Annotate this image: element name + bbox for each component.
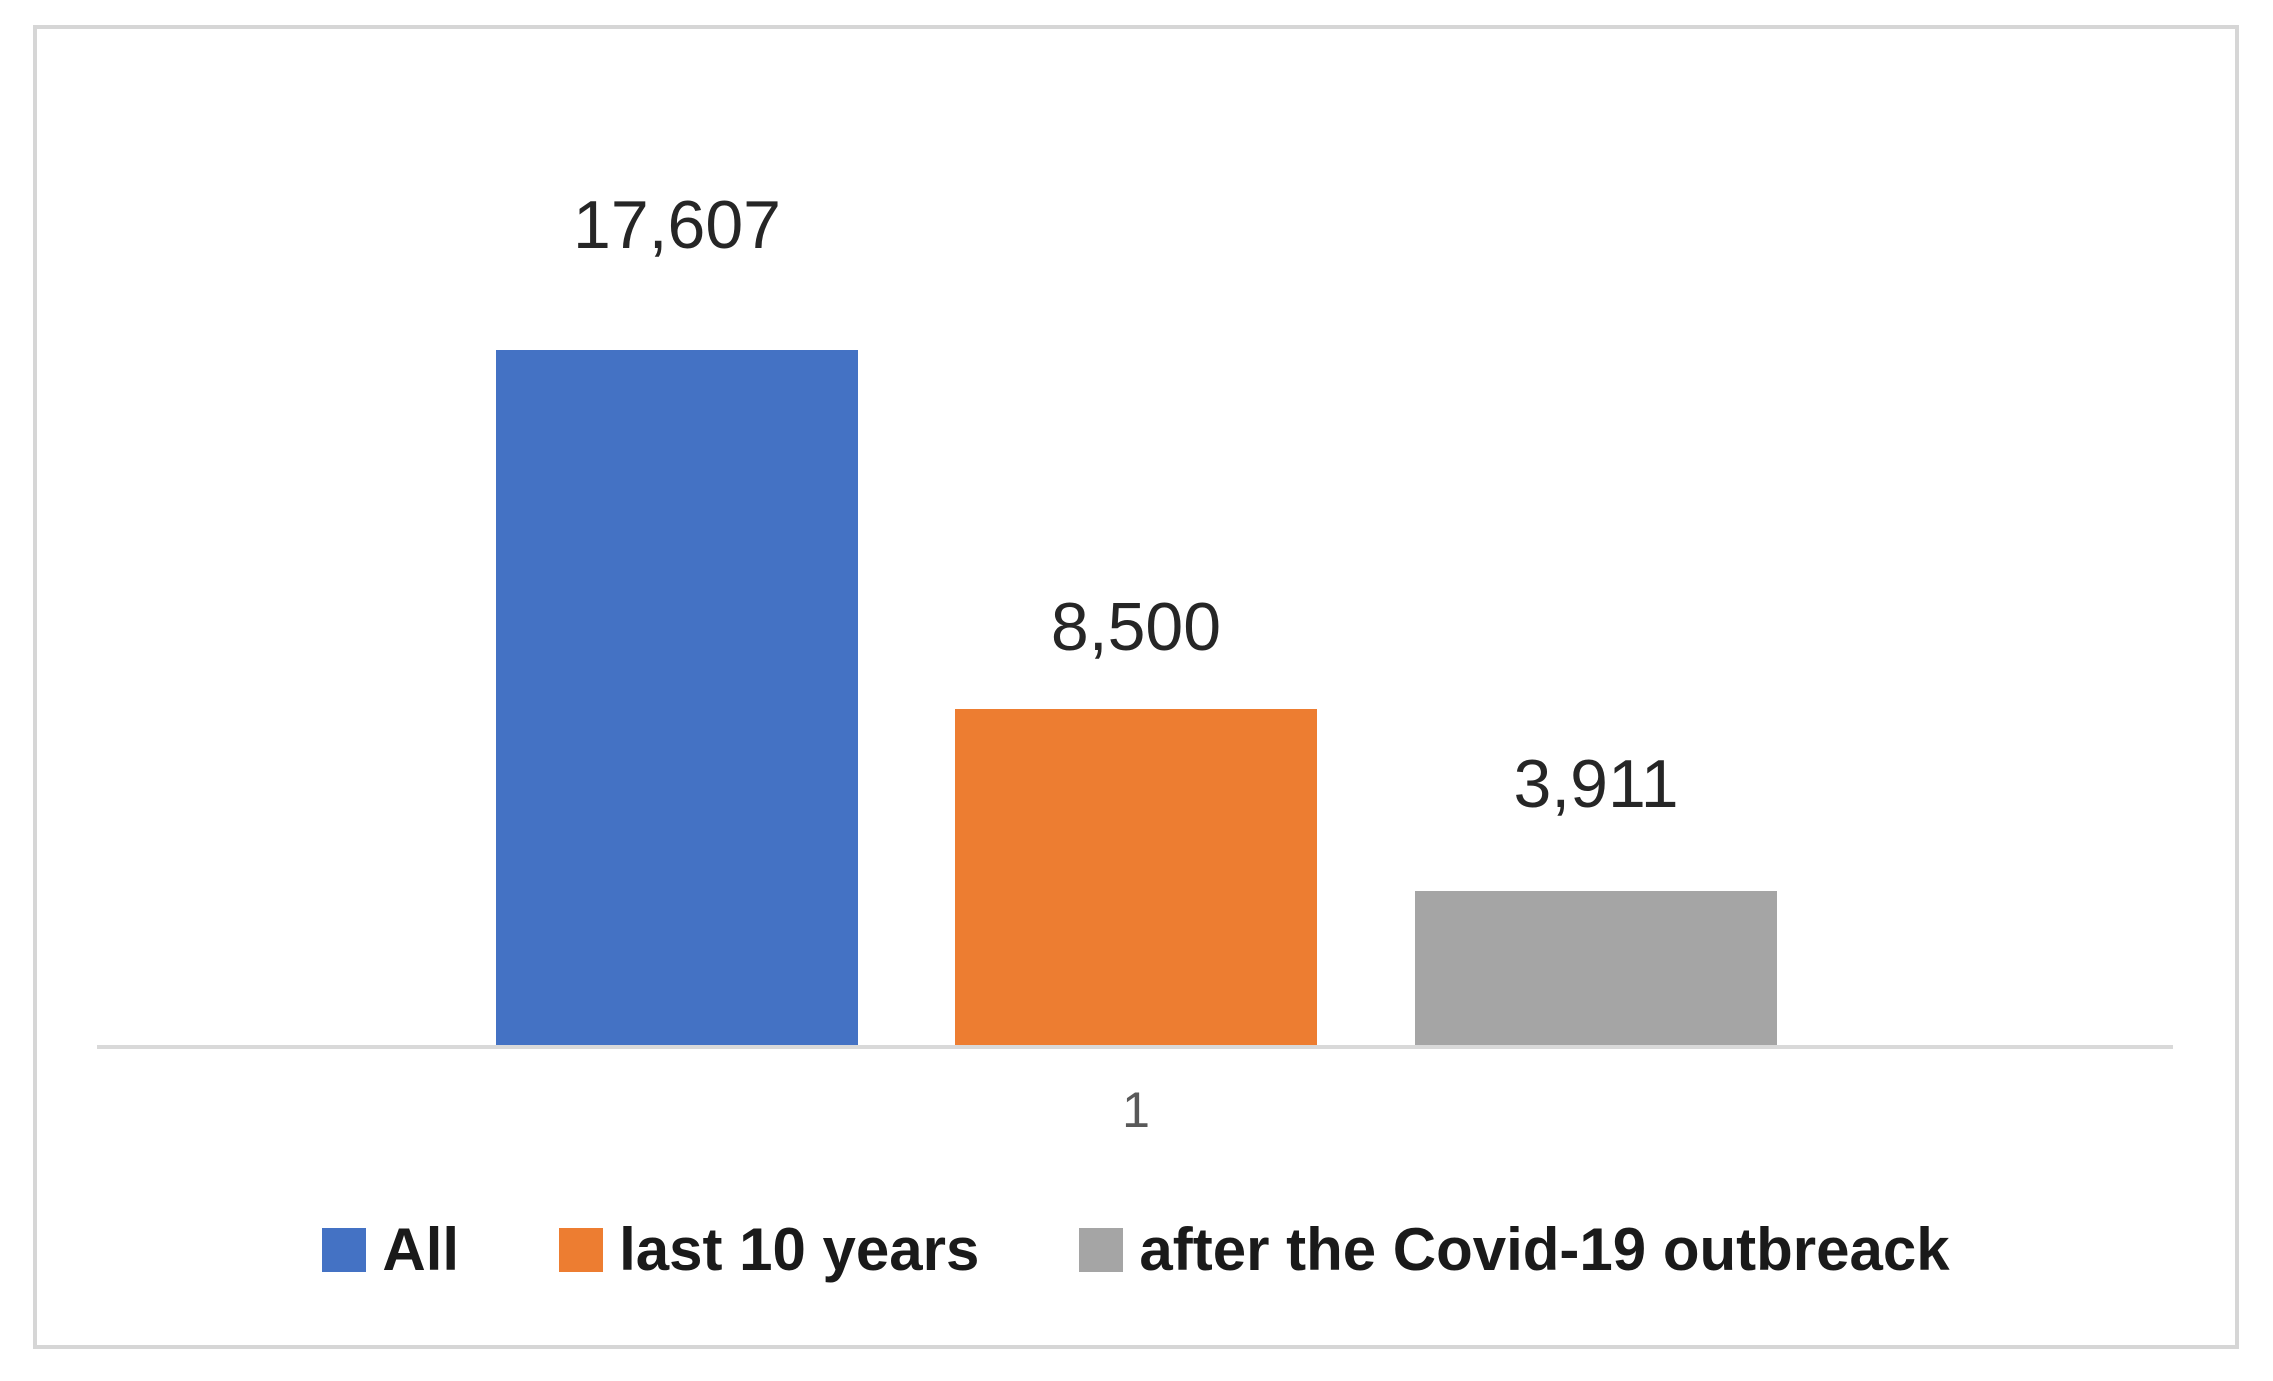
legend-marker-icon xyxy=(322,1227,367,1272)
legend: All last 10 years after the Covid-19 outbr… xyxy=(37,1215,2235,1284)
x-axis-line xyxy=(97,1045,2173,1049)
bar-last-10-years xyxy=(955,709,1317,1045)
legend-label: last 10 years xyxy=(619,1216,980,1283)
chart-frame: 17,607 8,500 3,911 1 All last 10 years after… xyxy=(33,25,2239,1349)
legend-marker-icon xyxy=(559,1227,604,1272)
value-label-all: 17,607 xyxy=(573,187,781,263)
legend-item-after-the-covid-19-outbreack: after the Covid-19 outbreack xyxy=(1079,1215,1950,1284)
bar-all xyxy=(496,350,858,1045)
value-label-last-10-years: 8,500 xyxy=(1050,589,1222,665)
x-axis-tick-label: 1 xyxy=(1122,1082,1150,1138)
legend-marker-icon xyxy=(1079,1227,1124,1272)
legend-item-all: All xyxy=(322,1215,459,1284)
legend-label: after the Covid-19 outbreack xyxy=(1139,1216,1950,1283)
plot-area: 17,607 8,500 3,911 1 xyxy=(37,29,2235,1345)
legend-item-last-10-years: last 10 years xyxy=(559,1215,979,1284)
legend-label: All xyxy=(382,1216,460,1283)
bar-after-the-covid-19-outbreack xyxy=(1415,891,1777,1045)
value-label-after-the-covid-19-outbreack: 3,911 xyxy=(1513,746,1679,822)
